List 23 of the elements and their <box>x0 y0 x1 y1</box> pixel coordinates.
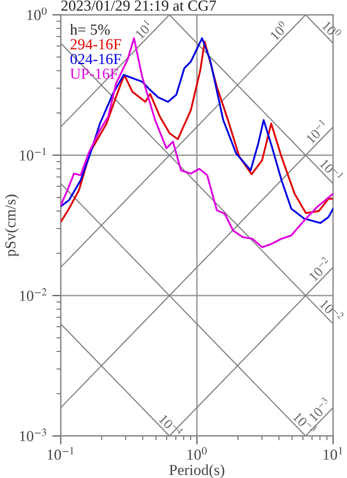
annotation: 10$^{−2}$ <box>319 297 344 323</box>
series-label: 024-16F <box>70 54 122 64</box>
annotation: 10$^{1}$ <box>133 19 154 40</box>
series-label: UP-16F <box>70 68 118 79</box>
x-tick-label: 10$^{−1}$ <box>48 447 74 460</box>
y-tick-label: 10$^{−2}$ <box>20 288 47 301</box>
annotation: 10$^{−3}$ <box>306 396 332 422</box>
y-axis-title: pSv(cm/s) <box>4 194 19 257</box>
x-axis-title: Period(s) <box>169 464 224 478</box>
chart-title: 2023/01/29 21:19 at CG7 <box>61 0 216 11</box>
series-label: 294-16F <box>70 39 122 50</box>
x-tick-label: 10$^{1}$ <box>324 447 342 460</box>
legend-title: h= 5% <box>70 24 110 35</box>
annotation: 10$^{−1}$ <box>304 119 329 144</box>
y-tick-label: 10$^{0}$ <box>27 7 47 20</box>
y-tick-label: 10$^{−1}$ <box>20 148 46 161</box>
annotation: 10$^{−1}$ <box>319 157 344 182</box>
x-tick-label: 10$^{0}$ <box>187 447 207 460</box>
annotation: 10$^{0}$ <box>268 20 289 41</box>
annotation: 10$^{−4}$ <box>158 412 184 438</box>
y-tick-label: 10$^{−3}$ <box>20 428 46 442</box>
annotation: 10$^{0}$ <box>322 19 342 40</box>
annotation: 10$^{−2}$ <box>306 256 332 282</box>
